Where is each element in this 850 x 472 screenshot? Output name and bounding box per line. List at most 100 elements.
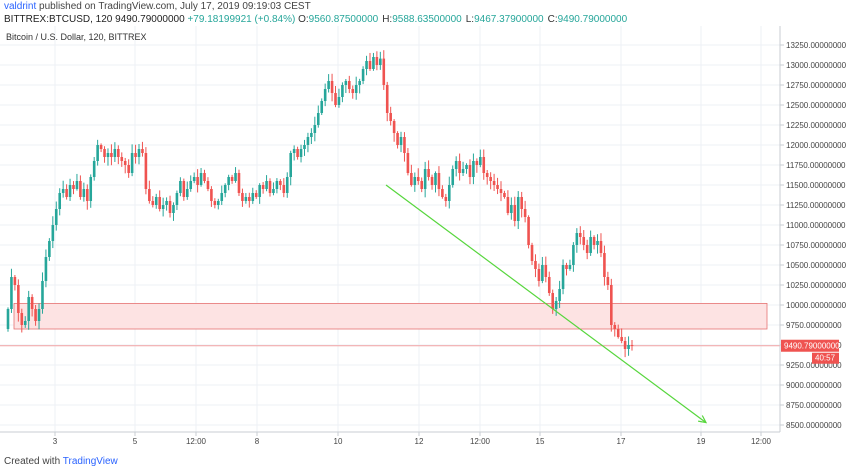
candle-body bbox=[79, 181, 82, 197]
candle-body bbox=[365, 61, 368, 69]
candle-body bbox=[244, 197, 248, 201]
candle-body bbox=[230, 177, 234, 181]
candle-body bbox=[420, 181, 424, 189]
candle-body bbox=[406, 153, 410, 173]
candle-body bbox=[148, 189, 151, 201]
candle-body bbox=[185, 189, 189, 197]
candle-body bbox=[106, 153, 110, 157]
time-tick-label: 15 bbox=[536, 437, 545, 446]
candle-body bbox=[354, 85, 358, 93]
candle-body bbox=[592, 237, 596, 245]
candle-body bbox=[413, 177, 417, 185]
candle-body bbox=[499, 189, 503, 193]
last-price: 9490.79000000 bbox=[115, 14, 185, 25]
candle-body bbox=[113, 149, 117, 157]
candle-body bbox=[596, 241, 599, 245]
candle-body bbox=[137, 149, 141, 157]
support-zone[interactable] bbox=[13, 302, 768, 330]
candle-body bbox=[330, 81, 334, 93]
countdown-label: 40:57 bbox=[815, 354, 836, 363]
candle-body bbox=[334, 93, 337, 105]
candle-body bbox=[51, 225, 55, 241]
candle-body bbox=[361, 69, 365, 81]
time-tick-label: 12:00 bbox=[470, 437, 491, 446]
footer: Created with TradingView bbox=[4, 456, 118, 467]
candle-body bbox=[103, 149, 106, 157]
candle-body bbox=[558, 289, 561, 301]
candle-body bbox=[161, 205, 165, 209]
candle-body bbox=[568, 265, 572, 269]
candle-body bbox=[454, 161, 458, 169]
candle-body bbox=[10, 277, 13, 309]
candle-body bbox=[123, 161, 127, 165]
candle-body bbox=[554, 301, 558, 309]
candle-body bbox=[379, 58, 382, 65]
candle-body bbox=[172, 205, 175, 213]
candle-body bbox=[241, 193, 244, 201]
candle-body bbox=[444, 197, 448, 201]
candle-body bbox=[141, 149, 144, 153]
candle-body bbox=[117, 149, 120, 157]
candle-body bbox=[72, 185, 75, 189]
candle-body bbox=[385, 85, 389, 113]
candle-body bbox=[575, 233, 579, 245]
candle-body bbox=[630, 345, 634, 346]
time-tick-label: 12 bbox=[415, 437, 424, 446]
candle-body bbox=[399, 137, 403, 145]
price-tick-label: 10750.00000000 bbox=[786, 241, 847, 250]
candle-body bbox=[582, 237, 586, 245]
candle-body bbox=[341, 85, 344, 97]
price-tag-box bbox=[781, 339, 839, 352]
candle-body bbox=[75, 181, 79, 189]
candle-body bbox=[627, 345, 630, 349]
candle-body bbox=[227, 177, 230, 185]
candle-body bbox=[623, 341, 627, 349]
candle-body bbox=[17, 285, 20, 313]
candle-body bbox=[327, 81, 330, 89]
publish-line: valdrint published on TradingView.com, J… bbox=[4, 1, 311, 12]
candle-body bbox=[530, 245, 534, 261]
candle-body bbox=[572, 245, 575, 265]
candle-body bbox=[427, 169, 430, 177]
candle-body bbox=[179, 181, 182, 193]
candle-body bbox=[99, 145, 103, 149]
candle-body bbox=[20, 313, 24, 325]
candle-body bbox=[510, 205, 513, 213]
candle-body bbox=[368, 61, 372, 69]
time-axis: 3 5 12:00 8 10 12 12:00 15 17 19 12:00 bbox=[53, 432, 772, 446]
price-tick-label: 12500.00000000 bbox=[786, 101, 847, 110]
candle-body bbox=[248, 197, 251, 201]
candle-body bbox=[254, 193, 258, 197]
candle-body bbox=[6, 309, 10, 329]
candle-body bbox=[210, 189, 213, 201]
candle-body bbox=[434, 173, 437, 185]
author-link[interactable]: valdrint bbox=[4, 1, 37, 12]
candle-body bbox=[503, 193, 506, 197]
tradingview-logo[interactable]: TradingView bbox=[62, 456, 118, 467]
candle-body bbox=[61, 189, 65, 193]
low-value: 9467.37900000 bbox=[474, 14, 544, 25]
candle-body bbox=[120, 157, 124, 161]
candle-body bbox=[447, 185, 451, 201]
candle-body bbox=[606, 277, 610, 285]
candle-body bbox=[468, 165, 472, 177]
publish-info: published on TradingView.com, July 17, 2… bbox=[39, 1, 311, 12]
high-value: 9588.63500000 bbox=[392, 14, 462, 25]
candle-body bbox=[496, 185, 499, 189]
candle-body bbox=[310, 133, 313, 137]
candle-body bbox=[220, 193, 224, 201]
candle-body bbox=[430, 177, 434, 185]
candle-body bbox=[306, 137, 310, 145]
candle-body bbox=[534, 261, 537, 269]
price-chart[interactable]: 13250.00000000 13000.00000000 12750.000000… bbox=[0, 26, 850, 454]
candle-body bbox=[344, 81, 348, 85]
candle-body bbox=[285, 177, 289, 193]
candle-body bbox=[192, 177, 196, 181]
candle-body bbox=[516, 197, 520, 221]
candle-body bbox=[268, 181, 272, 193]
price-tick-label: 11000.00000000 bbox=[786, 221, 846, 230]
candle-body bbox=[110, 153, 113, 157]
candle-body bbox=[616, 329, 620, 337]
candle-body bbox=[506, 197, 510, 213]
candle-body bbox=[272, 189, 275, 193]
